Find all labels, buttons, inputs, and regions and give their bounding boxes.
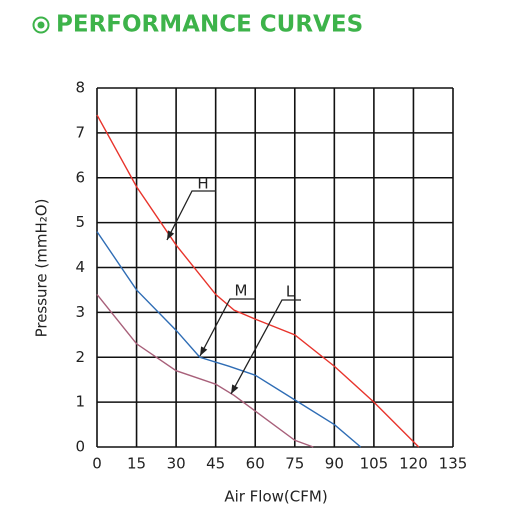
curve xyxy=(96,231,362,448)
x-tick-label: 15 xyxy=(127,455,146,473)
x-tick-label: 135 xyxy=(439,455,468,473)
y-tick-label: 7 xyxy=(75,123,85,141)
x-tick-label: 60 xyxy=(246,455,265,473)
title-icon xyxy=(32,16,50,34)
y-tick-label: 1 xyxy=(75,393,85,411)
leader-line xyxy=(230,299,301,395)
leader-line xyxy=(166,190,216,241)
leader-line xyxy=(199,298,256,357)
y-tick-label: 2 xyxy=(75,348,85,366)
curve-label: M xyxy=(235,282,248,300)
curve xyxy=(96,293,314,448)
y-tick-label: 3 xyxy=(75,303,85,321)
y-tick-label: 4 xyxy=(75,258,85,276)
x-tick-label: 75 xyxy=(285,455,304,473)
x-tick-label: 0 xyxy=(92,455,102,473)
y-tick-label: 6 xyxy=(75,168,85,186)
chart-title: PERFORMANCE CURVES xyxy=(56,12,363,38)
arrow-head xyxy=(200,346,208,356)
y-tick-label: 8 xyxy=(75,79,85,97)
x-tick-label: 45 xyxy=(206,455,225,473)
x-tick-label: 30 xyxy=(167,455,186,473)
x-tick-label: 105 xyxy=(360,455,389,473)
y-tick-label: 5 xyxy=(75,213,85,231)
arrow-head xyxy=(231,384,239,394)
x-tick-label: 90 xyxy=(325,455,344,473)
y-tick-label: 0 xyxy=(75,438,85,456)
x-tick-label: 120 xyxy=(399,455,428,473)
x-axis-label: Air Flow(CFM) xyxy=(224,488,327,506)
title-icon-dot xyxy=(37,21,45,29)
curve-label: H xyxy=(197,175,208,193)
curve xyxy=(96,114,420,448)
arrow-head xyxy=(167,230,175,240)
curve-label: L xyxy=(286,283,295,301)
y-axis-label: Pressure (mmH₂O) xyxy=(33,199,51,338)
